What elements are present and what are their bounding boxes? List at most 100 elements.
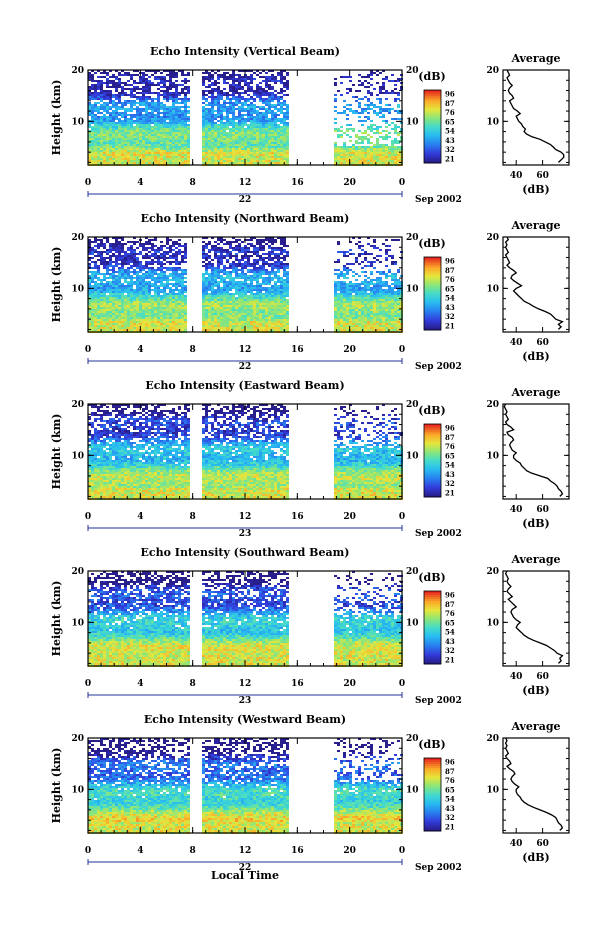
heatmap-cell <box>109 140 112 142</box>
heatmap-cell <box>394 126 397 128</box>
heatmap-cell <box>274 78 277 80</box>
heatmap-cell <box>358 154 361 156</box>
heatmap-cell <box>166 96 169 98</box>
heatmap-cell <box>136 106 139 108</box>
heatmap-cell <box>367 104 370 106</box>
heatmap-cell <box>220 106 223 108</box>
heatmap-cell <box>214 257 217 259</box>
heatmap-cell <box>145 319 148 321</box>
heatmap-cell <box>394 84 397 86</box>
heatmap-cell <box>121 136 124 138</box>
heatmap-cell <box>139 110 142 112</box>
heatmap-cell <box>91 110 94 112</box>
heatmap-cell <box>139 317 142 319</box>
heatmap-cell <box>133 253 136 255</box>
heatmap-cell <box>100 299 103 301</box>
heatmap-cell <box>229 142 232 144</box>
heatmap-cell <box>118 162 121 164</box>
heatmap-cell <box>256 124 259 126</box>
heatmap-cell <box>151 315 154 317</box>
heatmap-cell <box>217 251 220 253</box>
heatmap-cell <box>337 148 340 150</box>
heatmap-cell <box>370 126 373 128</box>
heatmap-cell <box>256 118 259 120</box>
heatmap-cell <box>106 285 109 287</box>
heatmap-cell <box>106 277 109 279</box>
heatmap-cell <box>202 317 205 319</box>
heatmap-cell <box>259 108 262 110</box>
heatmap-cell <box>109 108 112 110</box>
heatmap-cell <box>202 144 205 146</box>
heatmap-cell <box>145 132 148 134</box>
heatmap-cell <box>112 323 115 325</box>
heatmap-cell <box>202 313 205 315</box>
heatmap-cell <box>202 136 205 138</box>
heatmap-cell <box>148 140 151 142</box>
heatmap-cell <box>139 120 142 122</box>
heatmap-cell <box>127 108 130 110</box>
heatmap-cell <box>232 136 235 138</box>
heatmap-cell <box>97 243 100 245</box>
heatmap-cell <box>220 152 223 154</box>
heatmap-cell <box>217 261 220 263</box>
heatmap-cell <box>136 132 139 134</box>
heatmap-cell <box>145 84 148 86</box>
heatmap-cell <box>136 293 139 295</box>
heatmap-cell <box>205 122 208 124</box>
heatmap-cell <box>388 158 391 160</box>
heatmap-cell <box>259 106 262 108</box>
heatmap-cell <box>178 283 181 285</box>
heatmap-cell <box>97 150 100 152</box>
heatmap-cell <box>226 92 229 94</box>
heatmap-cell <box>145 158 148 160</box>
heatmap-cell <box>223 329 226 331</box>
heatmap-cell <box>184 148 187 150</box>
heatmap-cell <box>115 297 118 299</box>
heatmap-cell <box>97 142 100 144</box>
heatmap-cell <box>214 321 217 323</box>
heatmap-cell <box>97 122 100 124</box>
heatmap-cell <box>226 283 229 285</box>
heatmap-cell <box>91 128 94 130</box>
heatmap-cell <box>280 158 283 160</box>
heatmap <box>88 70 403 166</box>
heatmap-cell <box>271 110 274 112</box>
heatmap-cell <box>391 154 394 156</box>
heatmap-cell <box>226 116 229 118</box>
heatmap-cell <box>373 154 376 156</box>
heatmap-cell <box>232 108 235 110</box>
heatmap-cell <box>139 88 142 90</box>
heatmap-cell <box>202 112 205 114</box>
heatmap-cell <box>217 315 220 317</box>
heatmap-cell <box>205 317 208 319</box>
heatmap-cell <box>97 295 100 297</box>
heatmap-cell <box>373 158 376 160</box>
heatmap-cell <box>91 309 94 311</box>
heatmap-cell <box>247 154 250 156</box>
heatmap-cell <box>121 295 124 297</box>
heatmap-cell <box>178 299 181 301</box>
heatmap-cell <box>133 160 136 162</box>
heatmap-cell <box>265 94 268 96</box>
heatmap-cell <box>127 72 130 74</box>
heatmap-cell <box>127 319 130 321</box>
heatmap-cell <box>178 112 181 114</box>
heatmap-cell <box>130 90 133 92</box>
heatmap-cell <box>121 321 124 323</box>
heatmap-cell <box>211 118 214 120</box>
heatmap-cell <box>232 84 235 86</box>
heatmap-cell <box>100 150 103 152</box>
heatmap-cell <box>115 307 118 309</box>
heatmap-cell <box>148 118 151 120</box>
heatmap-cell <box>229 130 232 132</box>
heatmap-cell <box>145 321 148 323</box>
heatmap-cell <box>136 134 139 136</box>
heatmap-cell <box>187 118 190 120</box>
heatmap-cell <box>160 321 163 323</box>
heatmap-cell <box>127 309 130 311</box>
heatmap-cell <box>163 82 166 84</box>
heatmap-cell <box>337 158 340 160</box>
heatmap-cell <box>103 291 106 293</box>
heatmap-cell <box>106 112 109 114</box>
heatmap-cell <box>154 257 157 259</box>
